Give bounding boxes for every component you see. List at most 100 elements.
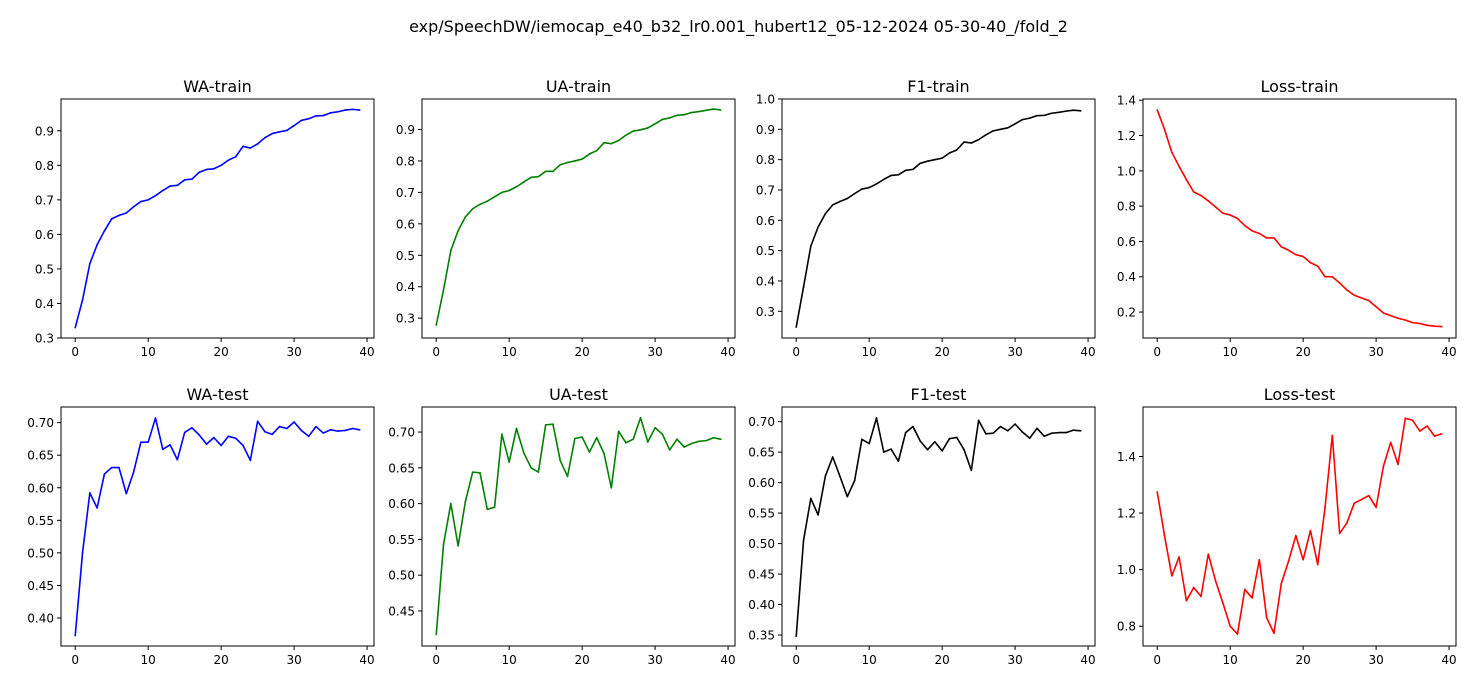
y-tick-label: 0.8 — [35, 159, 54, 173]
data-point — [1360, 498, 1363, 501]
y-tick-label: 1.0 — [756, 93, 775, 107]
data-point — [882, 178, 885, 181]
data-point — [1331, 275, 1334, 278]
data-point — [1411, 419, 1414, 422]
data-point — [1021, 431, 1024, 433]
data-point — [846, 495, 849, 498]
data-point — [1251, 230, 1253, 232]
series-line — [795, 417, 1081, 637]
data-point — [191, 178, 193, 180]
x-tick-label: 0 — [1153, 653, 1161, 667]
data-point — [435, 633, 438, 636]
data-point — [912, 168, 914, 171]
x-tick-label: 30 — [647, 653, 662, 667]
data-point — [1287, 249, 1290, 252]
y-tick-label: 0.7 — [396, 186, 415, 200]
data-point — [89, 492, 91, 494]
data-point — [1043, 114, 1046, 117]
data-point — [493, 506, 496, 508]
data-point — [1368, 494, 1370, 497]
data-point — [329, 112, 332, 114]
data-point — [955, 149, 958, 151]
x-tick-label: 20 — [1296, 653, 1311, 667]
data-point — [293, 124, 295, 127]
data-point — [999, 128, 1002, 131]
data-point — [1426, 425, 1428, 427]
data-point — [191, 427, 193, 429]
x-tick-label: 0 — [792, 345, 800, 359]
y-tick-label: 0.9 — [396, 123, 415, 137]
data-point — [169, 185, 171, 187]
data-point — [853, 479, 856, 482]
data-point — [103, 230, 106, 232]
data-point — [442, 289, 445, 291]
subplot-title: UA-test — [549, 385, 608, 404]
data-point — [515, 427, 518, 430]
data-point — [329, 428, 332, 431]
data-point — [234, 155, 237, 158]
data-point — [868, 186, 870, 189]
data-point — [1411, 321, 1414, 324]
data-point — [824, 212, 827, 215]
x-tick-label: 30 — [1368, 345, 1383, 359]
x-tick-label: 40 — [720, 653, 735, 667]
y-tick-label: 0.35 — [748, 629, 775, 643]
data-point — [337, 430, 339, 432]
data-point — [610, 487, 613, 489]
data-point — [1021, 118, 1024, 121]
data-point — [1265, 237, 1268, 239]
y-tick-label: 0.65 — [388, 461, 415, 475]
data-point — [948, 437, 951, 440]
data-point — [985, 433, 987, 435]
data-point — [1360, 297, 1363, 299]
data-point — [941, 450, 943, 452]
data-point — [1265, 616, 1268, 619]
data-point — [1007, 429, 1009, 432]
data-point — [1028, 437, 1031, 439]
data-point — [1346, 289, 1348, 291]
y-tick-label: 0.60 — [27, 481, 54, 495]
data-point — [125, 492, 128, 495]
data-point — [552, 423, 554, 425]
data-point — [81, 299, 84, 301]
data-point — [132, 205, 135, 208]
x-tick-label: 0 — [432, 653, 440, 667]
data-point — [588, 451, 591, 453]
data-point — [307, 117, 310, 120]
y-tick-label: 0.8 — [396, 154, 415, 168]
data-point — [450, 502, 452, 505]
data-point — [1346, 522, 1348, 524]
y-tick-label: 0.45 — [27, 579, 54, 593]
data-point — [654, 123, 656, 125]
data-point — [147, 199, 149, 201]
subplot-loss-test: Loss-test 0 10 20 30 40 0.8 1.0 1.2 1.4 — [1117, 385, 1457, 667]
data-point — [300, 119, 303, 122]
data-point — [698, 440, 700, 443]
data-point — [315, 425, 317, 428]
x-tick-label: 10 — [502, 653, 517, 667]
subplot-title: F1-train — [907, 77, 969, 96]
data-point — [897, 174, 900, 176]
data-point — [1236, 633, 1239, 635]
data-point — [559, 163, 562, 166]
y-tick-label: 0.60 — [388, 497, 415, 511]
data-point — [256, 420, 259, 423]
data-point — [242, 444, 244, 447]
data-point — [654, 426, 656, 429]
data-point — [234, 437, 237, 440]
x-tick-label: 40 — [1441, 345, 1456, 359]
data-point — [1404, 417, 1407, 420]
data-point — [1243, 588, 1246, 591]
data-point — [227, 159, 230, 161]
y-tick-label: 0.55 — [27, 514, 54, 528]
data-point — [1171, 575, 1173, 577]
data-point — [508, 461, 510, 463]
data-point — [1229, 625, 1231, 627]
data-point — [1163, 534, 1166, 537]
data-point — [1287, 560, 1290, 562]
data-point — [1207, 200, 1210, 202]
data-point — [471, 471, 474, 473]
y-tick-label: 0.65 — [27, 449, 54, 463]
data-point — [74, 326, 77, 329]
